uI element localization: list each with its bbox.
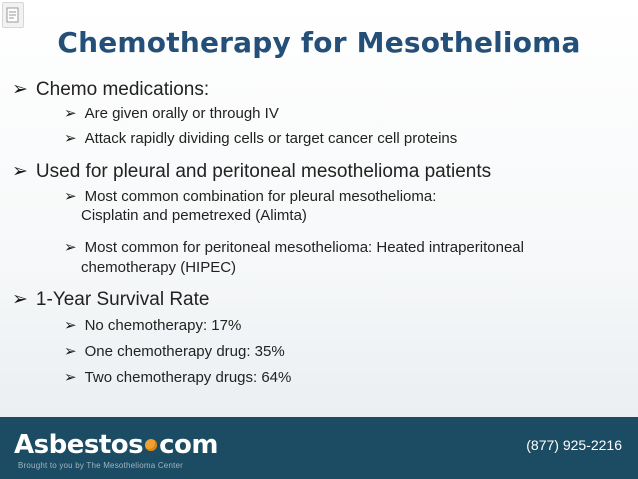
arrow-bullet-icon: ➢ [64,105,77,122]
footer-tagline: Brought to you by The Mesothelioma Cente… [18,461,184,470]
arrow-bullet-icon: ➢ [64,188,77,205]
arrow-bullet-icon: ➢ [64,317,77,334]
arrow-bullet-icon: ➢ [12,289,28,310]
bullet-level2: ➢ Are given orally or through IV [64,104,279,122]
arrow-bullet-icon: ➢ [12,79,28,100]
bullet-level1: ➢ Chemo medications: [12,78,209,101]
bullet-text: Used for pleural and peritoneal mesothel… [35,161,492,182]
bullet-text: Attack rapidly dividing cells or target … [84,130,458,147]
bullet-level2: Cisplatin and pemetrexed (Alimta) [81,207,307,224]
arrow-bullet-icon: ➢ [12,161,28,182]
bullet-text: One chemotherapy drug: 35% [84,343,285,360]
asbestos-logo[interactable]: Asbestos com [14,430,218,460]
bullet-text: Are given orally or through IV [84,105,279,122]
slide-notes-icon[interactable] [2,2,24,28]
bullet-text: 1-Year Survival Rate [35,289,210,310]
bullet-level2: ➢ Most common for peritoneal mesothelioma… [64,238,524,256]
bullet-level2: ➢ Two chemotherapy drugs: 64% [64,368,291,386]
bullet-level1: ➢ 1-Year Survival Rate [12,288,209,311]
bullet-text: chemotherapy (HIPEC) [81,259,237,276]
footer-bar: Asbestos com Brought to you by The Mesoth… [0,417,638,479]
bullet-level2: ➢ Most common combination for pleural mes… [64,187,436,205]
phone-number[interactable]: (877) 925-2216 [526,437,622,453]
bullet-level2: ➢ No chemotherapy: 17% [64,316,241,334]
bullet-text: Cisplatin and pemetrexed (Alimta) [81,207,307,224]
bullet-level1: ➢ Used for pleural and peritoneal mesothe… [12,160,491,183]
bullet-level2: chemotherapy (HIPEC) [81,259,236,276]
bullet-text: Most common combination for pleural meso… [84,188,437,205]
logo-dot-icon [145,439,158,451]
arrow-bullet-icon: ➢ [64,369,77,386]
arrow-bullet-icon: ➢ [64,343,77,360]
bullet-text: Two chemotherapy drugs: 64% [84,369,292,386]
bullet-text: Chemo medications: [35,79,210,100]
arrow-bullet-icon: ➢ [64,239,77,256]
bullet-text: Most common for peritoneal mesothelioma:… [84,239,524,256]
arrow-bullet-icon: ➢ [64,130,77,147]
bullet-text: No chemotherapy: 17% [84,317,242,334]
slide-title: Chemotherapy for Mesothelioma [57,26,581,59]
bullet-level2: ➢ One chemotherapy drug: 35% [64,342,285,360]
logo-main-text: Asbestos [14,430,144,460]
logo-suffix-text: com [159,430,218,460]
bullet-level2: ➢ Attack rapidly dividing cells or target… [64,129,457,147]
